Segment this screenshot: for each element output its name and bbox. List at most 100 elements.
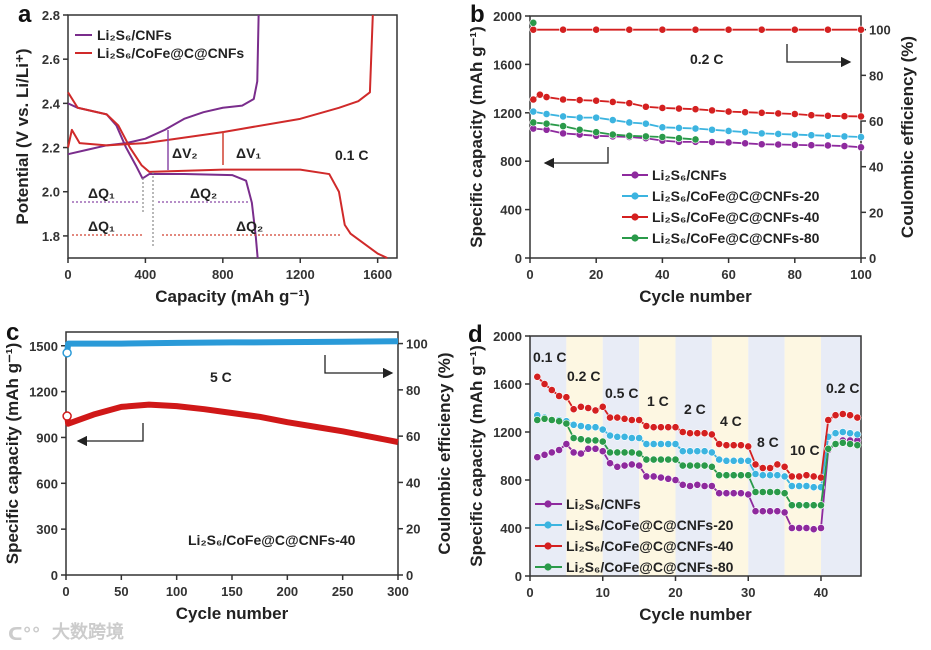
data-point — [577, 435, 585, 444]
data-point — [780, 472, 789, 481]
legend-marker — [631, 192, 639, 200]
data-point — [824, 416, 833, 424]
legend-label: Li₂S₆/CoFe@C@CNFs-40 — [652, 209, 820, 225]
data-point — [729, 441, 738, 450]
data-point — [817, 501, 825, 510]
rate-label: 0.2 C — [826, 380, 859, 396]
x-tick-label: 250 — [332, 584, 354, 599]
x-tick-label: 20 — [668, 585, 682, 600]
data-point — [569, 405, 578, 414]
y-tick-label: 0 — [515, 569, 522, 584]
panel-letter: a — [18, 1, 32, 28]
data-point — [757, 140, 766, 149]
data-point — [693, 429, 702, 438]
panel-d: d — [468, 321, 862, 581]
legend-label: Li₂S₆/CNFs — [566, 496, 641, 512]
data-point — [787, 524, 796, 532]
data-point — [562, 440, 571, 448]
data-point — [741, 128, 750, 137]
data-point — [562, 419, 571, 428]
data-point — [715, 440, 724, 448]
data-point — [715, 489, 724, 498]
data-point — [657, 423, 665, 432]
data-point — [569, 448, 578, 457]
data-point — [547, 386, 556, 394]
data-point — [547, 416, 556, 424]
data-point — [635, 461, 644, 470]
data-point — [780, 508, 789, 517]
data-point — [758, 464, 767, 472]
data-point — [555, 446, 563, 454]
y-tick-label: 800 — [500, 473, 522, 488]
data-point — [62, 348, 72, 358]
data-point — [744, 456, 753, 465]
data-point — [787, 482, 796, 490]
x-tick-label: 800 — [212, 267, 234, 282]
y-tick-label: 400 — [500, 203, 522, 218]
data-point — [575, 113, 584, 122]
y-tick-label: 400 — [500, 521, 522, 536]
data-point — [671, 476, 680, 484]
data-point — [584, 444, 593, 453]
data-point — [542, 93, 551, 101]
x-tick-label: 0 — [526, 585, 533, 600]
data-point — [790, 130, 799, 139]
y-tick-label: 1200 — [29, 385, 58, 400]
data-point — [766, 471, 774, 480]
data-point — [774, 130, 783, 138]
data-point — [729, 471, 738, 480]
data-point — [737, 456, 745, 465]
data-point — [598, 447, 607, 456]
data-point — [642, 455, 651, 464]
data-point — [536, 90, 544, 99]
annotation: ΔV₂ — [172, 145, 198, 161]
data-point — [840, 132, 849, 141]
data-point — [807, 131, 816, 140]
right-axis-arrow — [786, 44, 852, 68]
data-point — [741, 108, 750, 117]
data-point — [584, 404, 593, 412]
data-point — [838, 438, 847, 447]
data-point — [838, 410, 847, 418]
legend-marker — [544, 542, 552, 550]
data-point — [773, 488, 782, 496]
data-point — [657, 440, 665, 448]
data-point — [691, 25, 700, 34]
x-tick-label: 30 — [741, 585, 755, 600]
data-point — [758, 488, 767, 496]
data-point — [664, 440, 673, 448]
plot-frame — [529, 335, 862, 577]
data-point — [693, 461, 702, 470]
data-point — [540, 450, 549, 459]
y-tick-label: 2.6 — [42, 52, 60, 67]
watermark: 大数跨境 — [52, 621, 124, 643]
data-point — [707, 482, 716, 490]
panel-letter: d — [468, 321, 483, 348]
y2-tick-label: 0 — [869, 251, 876, 266]
data-point — [790, 25, 799, 34]
data-point — [625, 131, 634, 140]
data-point — [724, 107, 733, 116]
data-point — [658, 104, 667, 112]
data-point — [846, 429, 854, 438]
data-point — [562, 393, 571, 402]
data-point — [613, 462, 622, 471]
data-point — [715, 455, 724, 464]
panel-c: c — [6, 319, 403, 580]
data-point — [529, 18, 538, 27]
data-point — [787, 501, 796, 510]
data-point — [773, 460, 782, 469]
data-point — [809, 501, 818, 510]
data-point — [766, 464, 774, 472]
annotation: 0.2 C — [690, 51, 723, 67]
data-point — [671, 455, 680, 464]
series-line — [67, 91, 388, 259]
data-point — [831, 411, 840, 420]
data-point — [555, 392, 563, 400]
rate-label: 10 C — [790, 442, 820, 458]
data-point — [542, 110, 551, 118]
x-tick-label: 0 — [526, 267, 533, 282]
data-point — [824, 131, 832, 140]
data-point — [707, 430, 716, 439]
data-point — [657, 455, 665, 464]
